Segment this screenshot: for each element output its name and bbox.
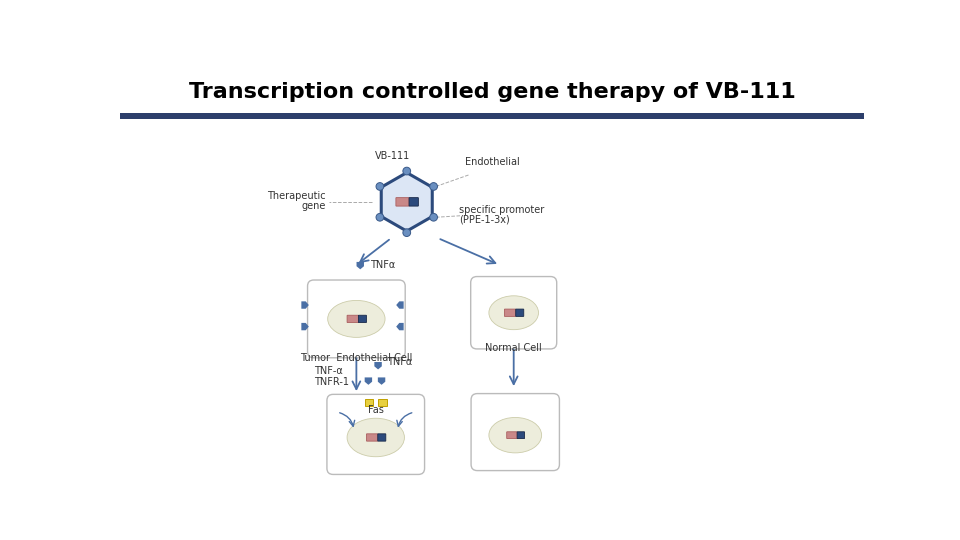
Circle shape	[430, 183, 438, 190]
Text: Transcription controlled gene therapy of VB-111: Transcription controlled gene therapy of…	[188, 82, 796, 102]
FancyBboxPatch shape	[470, 276, 557, 349]
Circle shape	[430, 213, 438, 221]
Text: VB-111: VB-111	[375, 151, 411, 161]
FancyBboxPatch shape	[471, 394, 560, 470]
FancyBboxPatch shape	[358, 315, 367, 322]
FancyBboxPatch shape	[396, 198, 409, 206]
Text: gene: gene	[301, 201, 325, 212]
FancyBboxPatch shape	[307, 280, 405, 358]
Circle shape	[376, 213, 384, 221]
Polygon shape	[301, 323, 309, 330]
Text: TNFR-1: TNFR-1	[314, 377, 348, 387]
Ellipse shape	[348, 418, 404, 457]
FancyBboxPatch shape	[327, 394, 424, 475]
Bar	[365, 399, 373, 406]
Text: TNFα: TNFα	[371, 260, 396, 270]
Polygon shape	[365, 377, 372, 385]
Ellipse shape	[489, 296, 539, 330]
Polygon shape	[356, 262, 364, 269]
Text: Fas: Fas	[368, 405, 384, 415]
Polygon shape	[396, 301, 403, 309]
Text: Endothelial: Endothelial	[465, 157, 519, 167]
Ellipse shape	[327, 300, 385, 338]
Text: specific promoter: specific promoter	[460, 205, 544, 214]
FancyBboxPatch shape	[409, 198, 419, 206]
Polygon shape	[374, 362, 382, 369]
FancyBboxPatch shape	[517, 432, 524, 438]
Bar	[120, 112, 864, 119]
Text: TNF-α: TNF-α	[314, 366, 343, 376]
Text: Tumor  Endothelial Cell: Tumor Endothelial Cell	[300, 353, 413, 363]
Circle shape	[403, 229, 411, 237]
Bar	[378, 399, 387, 406]
Text: Normal Cell: Normal Cell	[486, 343, 542, 353]
FancyBboxPatch shape	[507, 432, 517, 438]
Text: (PPE-1-3x): (PPE-1-3x)	[460, 214, 510, 225]
Circle shape	[403, 167, 411, 175]
Ellipse shape	[489, 417, 541, 453]
Circle shape	[376, 183, 384, 190]
Polygon shape	[301, 301, 309, 309]
Text: TNFα: TNFα	[388, 357, 413, 367]
Polygon shape	[396, 323, 403, 330]
FancyBboxPatch shape	[367, 434, 378, 441]
Text: Therapeutic: Therapeutic	[267, 191, 325, 201]
Polygon shape	[381, 173, 432, 231]
FancyBboxPatch shape	[378, 434, 386, 441]
FancyBboxPatch shape	[504, 309, 516, 316]
Polygon shape	[378, 377, 385, 385]
FancyBboxPatch shape	[516, 309, 524, 316]
FancyBboxPatch shape	[348, 315, 358, 322]
